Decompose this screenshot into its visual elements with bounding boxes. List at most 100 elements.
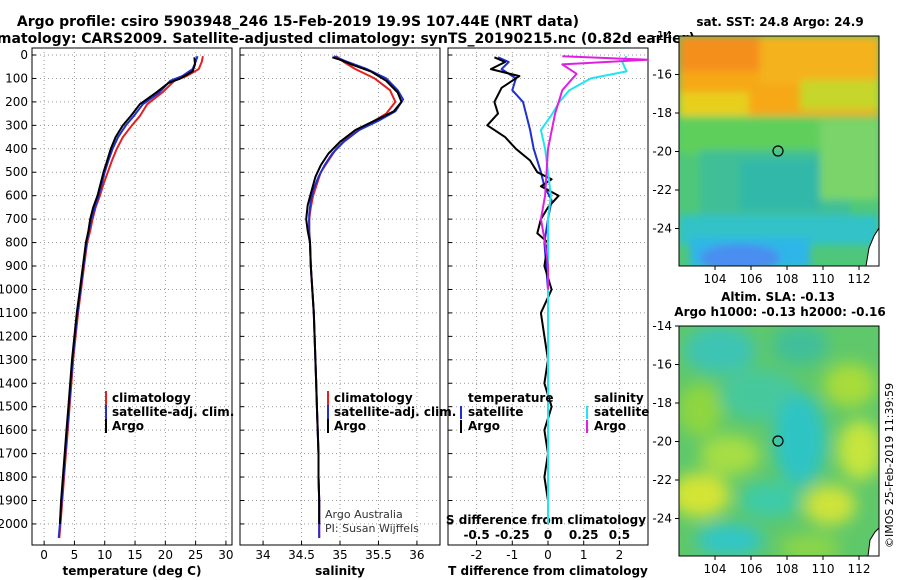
x-tick-label: -0.5 [463, 528, 489, 542]
lat-tick-label: -16 [652, 68, 672, 82]
depth-tick-label: 1000 [0, 282, 28, 296]
lat-tick-label: -22 [652, 473, 672, 487]
salinity-difference-x-ticks: -0.5 -0.25 0 0.25 0.5 [463, 528, 630, 542]
depth-tick-label: 1900 [0, 493, 28, 507]
lat-tick-label: -24 [652, 222, 672, 236]
x-tick-label: 35 [332, 548, 347, 562]
salinity-legend: climatology satellite-adj. clim. Argo [327, 391, 456, 433]
x-tick-label: 0.5 [609, 528, 630, 542]
lon-tick-label: 104 [704, 562, 727, 576]
lat-tick-label: -14 [652, 29, 672, 43]
t-diff-argo-line [486, 56, 560, 524]
argo-location-marker [772, 435, 784, 447]
depth-tick-label: 100 [5, 71, 28, 85]
lat-tick-label: -22 [652, 183, 672, 197]
legend-t-satellite-label: satellite [468, 405, 523, 419]
depth-tick-label: 1600 [0, 423, 28, 437]
x-tick-label: 0.25 [569, 528, 599, 542]
lon-tick-label: 112 [848, 562, 871, 576]
imos-timestamp: ©IMOS 25-Feb-2019 11:39:59 [883, 383, 896, 548]
legend-climatology-label: climatology [334, 391, 413, 405]
lon-tick-label: 106 [740, 272, 763, 286]
x-tick-label: 35.5 [365, 548, 392, 562]
x-tick-label: 5 [71, 548, 79, 562]
salinity-satellite-line [308, 55, 405, 538]
temperature-legend: climatology satellite-adj. clim. Argo [105, 391, 234, 433]
salinity-series [305, 55, 405, 538]
difference-series [486, 55, 649, 524]
x-tick-label: -0.25 [495, 528, 530, 542]
legend-argo-label: Argo [334, 419, 366, 433]
depth-tick-label: 500 [5, 165, 28, 179]
sst-map-title: sat. SST: 24.8 Argo: 24.9 [696, 15, 863, 29]
legend-satellite-label: satellite-adj. clim. [112, 405, 234, 419]
salinity-argo-line [305, 56, 403, 524]
depth-tick-label: 200 [5, 95, 28, 109]
temperature-x-label: temperature (deg C) [63, 564, 202, 578]
sla-map-title-line1: Altim. SLA: -0.13 [721, 290, 835, 304]
x-tick-label: 34.5 [288, 548, 315, 562]
depth-tick-label: 0 [20, 48, 28, 62]
depth-tick-label: 400 [5, 142, 28, 156]
x-tick-label: 0 [544, 528, 552, 542]
temperature-series [57, 55, 204, 539]
sst-map-ticks: -14 -16 -18 -20 -22 -24 104 106 108 110 112 [652, 29, 870, 286]
depth-tick-label: 1400 [0, 376, 28, 390]
depth-tick-label: 2000 [0, 517, 28, 531]
temperature-x-ticks: 0 5 10 15 20 25 30 [40, 541, 234, 562]
legend-t-argo-label: Argo [468, 419, 500, 433]
lat-tick-label: -18 [652, 396, 672, 410]
difference-legend: temperature satellite Argo salinity sate… [460, 391, 649, 433]
lon-tick-label: 108 [776, 562, 799, 576]
depth-tick-label: 1500 [0, 400, 28, 414]
depth-tick-label: 900 [5, 259, 28, 273]
lon-tick-label: 104 [704, 272, 727, 286]
depth-tick-label: 1200 [0, 329, 28, 343]
sla-map-ticks: -14 -16 -18 -20 -22 -24 104 106 108 110 112 [652, 319, 870, 576]
salinity-climatology-line [308, 55, 397, 538]
legend-s-satellite-label: satellite [594, 405, 649, 419]
legend-salinity-title: salinity [594, 391, 644, 405]
x-tick-label: 2 [616, 548, 624, 562]
legend-s-argo-label: Argo [594, 419, 626, 433]
salinity-x-ticks: 34 34.5 35 35.5 36 [255, 541, 425, 562]
lat-tick-label: -14 [652, 319, 672, 333]
lon-tick-label: 112 [848, 272, 871, 286]
x-tick-label: 30 [218, 548, 233, 562]
legend-climatology-label: climatology [112, 391, 191, 405]
depth-tick-label: 800 [5, 236, 28, 250]
depth-axis: 0 100 200 300 400 500 600 700 800 900 1000 1100 1200… [0, 48, 452, 531]
x-tick-label: 15 [127, 548, 142, 562]
x-tick-label: 10 [97, 548, 112, 562]
temperature-grid [32, 48, 232, 545]
x-tick-label: 36 [409, 548, 424, 562]
lon-tick-label: 108 [776, 272, 799, 286]
x-tick-label: 0 [40, 548, 48, 562]
s-diff-argo-line [539, 55, 649, 290]
x-tick-label: -2 [471, 548, 483, 562]
lon-tick-label: 110 [812, 272, 835, 286]
legend-argo-label: Argo [112, 419, 144, 433]
argo-location-marker [772, 145, 784, 157]
sla-map [679, 326, 879, 556]
sst-map [679, 36, 879, 266]
legend-temperature-title: temperature [468, 391, 553, 405]
legend-satellite-label: satellite-adj. clim. [334, 405, 456, 419]
depth-tick-label: 300 [5, 118, 28, 132]
depth-tick-label: 700 [5, 212, 28, 226]
lat-tick-label: -20 [652, 435, 672, 449]
lat-tick-label: -24 [652, 512, 672, 526]
x-tick-label: 0 [544, 548, 552, 562]
s-difference-x-label: S difference from climatology [446, 513, 646, 527]
x-tick-label: 25 [188, 548, 203, 562]
x-tick-label: -1 [506, 548, 518, 562]
sla-map-title-line2: Argo h1000: -0.13 h2000: -0.16 [674, 305, 885, 319]
s-diff-satellite-line [539, 55, 628, 524]
salinity-grid [240, 48, 440, 545]
figure-title-line1: Argo profile: csiro 5903948_246 15-Feb-2… [17, 14, 579, 30]
figure-title-line2: Climatology: CARS2009. Satellite-adjuste… [0, 31, 695, 47]
depth-tick-label: 1100 [0, 306, 28, 320]
x-tick-label: 34 [255, 548, 270, 562]
depth-tick-label: 1700 [0, 447, 28, 461]
